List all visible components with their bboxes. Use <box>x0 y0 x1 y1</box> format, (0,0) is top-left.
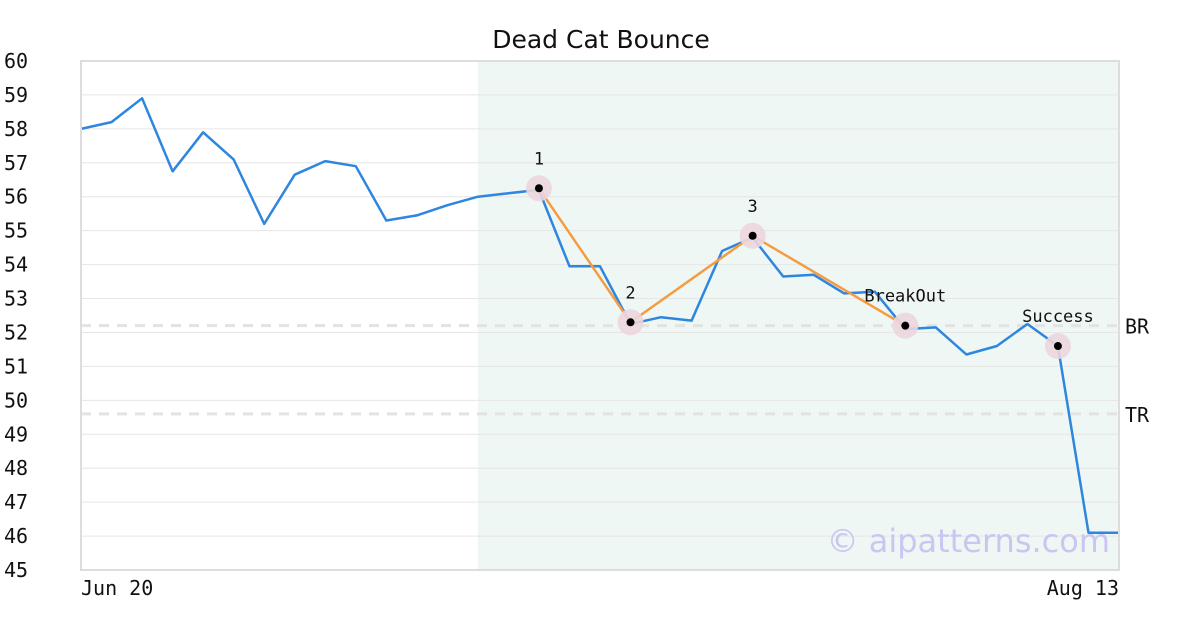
highlight-layer <box>477 61 1120 570</box>
pivot-point <box>901 321 910 330</box>
y-tick-label: 56 <box>4 185 28 209</box>
y-tick-label: 47 <box>4 490 28 514</box>
x-tick-label: Aug 13 <box>1047 576 1119 600</box>
y-tick-label: 51 <box>4 354 28 378</box>
pattern-region <box>477 61 1120 570</box>
y-tick-label: 53 <box>4 287 28 311</box>
price-layer <box>80 97 1119 534</box>
levels-layer: BR TR <box>81 315 1150 427</box>
watermark: © aipatterns.com <box>827 522 1110 560</box>
y-tick-label: 50 <box>4 388 28 412</box>
y-tick-label: 46 <box>4 524 28 548</box>
pivot-point <box>1053 342 1062 351</box>
y-tick-label: 59 <box>4 83 28 107</box>
pivot-points-layer: 1 2 3 BreakOut Success <box>525 149 1094 360</box>
x-tick-label: Jun 20 <box>81 576 153 600</box>
pivot-label: 1 <box>534 149 544 169</box>
y-tick-label: 57 <box>4 151 28 175</box>
y-tick-label: 45 <box>4 558 28 582</box>
chart-title: Dead Cat Bounce <box>492 25 710 54</box>
pattern-layer <box>537 187 906 327</box>
y-tick-label: 52 <box>4 320 28 344</box>
pivot-label: Success <box>1022 307 1094 327</box>
y-tick-label: 48 <box>4 456 28 480</box>
pivot-point <box>748 231 757 240</box>
y-tick-label: 49 <box>4 422 28 446</box>
pattern-line <box>537 187 906 327</box>
grid-layer <box>81 60 1119 571</box>
plot-frame <box>80 60 1120 571</box>
level-label: BR <box>1125 315 1150 339</box>
level-label: TR <box>1125 403 1150 427</box>
y-tick-label: 58 <box>4 117 28 141</box>
y-tick-label: 60 <box>4 49 28 73</box>
y-tick-label: 54 <box>4 253 28 277</box>
pivot-label: BreakOut <box>864 287 946 307</box>
pivot-point <box>626 318 635 327</box>
price-line <box>80 97 1119 534</box>
pivot-point <box>534 184 543 193</box>
pivot-label: 3 <box>748 197 758 217</box>
y-tick-label: 55 <box>4 219 28 243</box>
pivot-label: 2 <box>625 283 635 303</box>
axes-layer: 45 46 47 48 49 50 51 52 53 54 55 56 57 58 59 60 Jun 20 Au… <box>4 49 1120 600</box>
